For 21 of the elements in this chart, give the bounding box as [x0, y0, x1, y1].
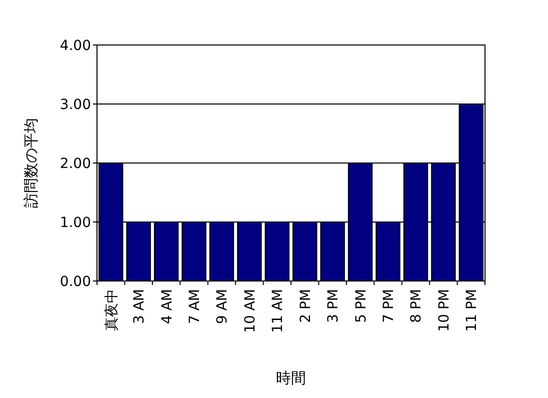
x-tick-label: 3 AM: [132, 289, 148, 324]
y-tick-label: 0.00: [60, 274, 91, 290]
x-tick-label: 7 PM: [381, 289, 397, 323]
x-tick-label: 10 AM: [242, 289, 258, 333]
x-tick-label: 8 PM: [408, 289, 425, 323]
x-tick-label: 9 AM: [214, 289, 231, 324]
x-tick-label: 3 PM: [326, 289, 342, 323]
x-tick-label: 真夜中: [104, 289, 120, 331]
x-tick-label: 7 AM: [187, 289, 203, 324]
x-tick-label: 11 AM: [270, 289, 286, 333]
x-tick-label: 11 PM: [464, 289, 480, 332]
y-tick-label: 3.00: [60, 97, 91, 113]
x-tick-label: 4 AM: [159, 289, 176, 324]
x-tick-label: 2 PM: [298, 289, 314, 323]
y-tick-label: 2.00: [60, 156, 91, 172]
x-tick-label: 5 PM: [353, 289, 370, 323]
x-axis-title: 時間: [276, 369, 306, 387]
y-axis-title: 訪問数の平均: [22, 118, 40, 208]
y-tick-label: 4.00: [60, 38, 91, 54]
x-tick-label: 10 PM: [436, 289, 452, 332]
y-tick-label: 1.00: [60, 215, 91, 231]
